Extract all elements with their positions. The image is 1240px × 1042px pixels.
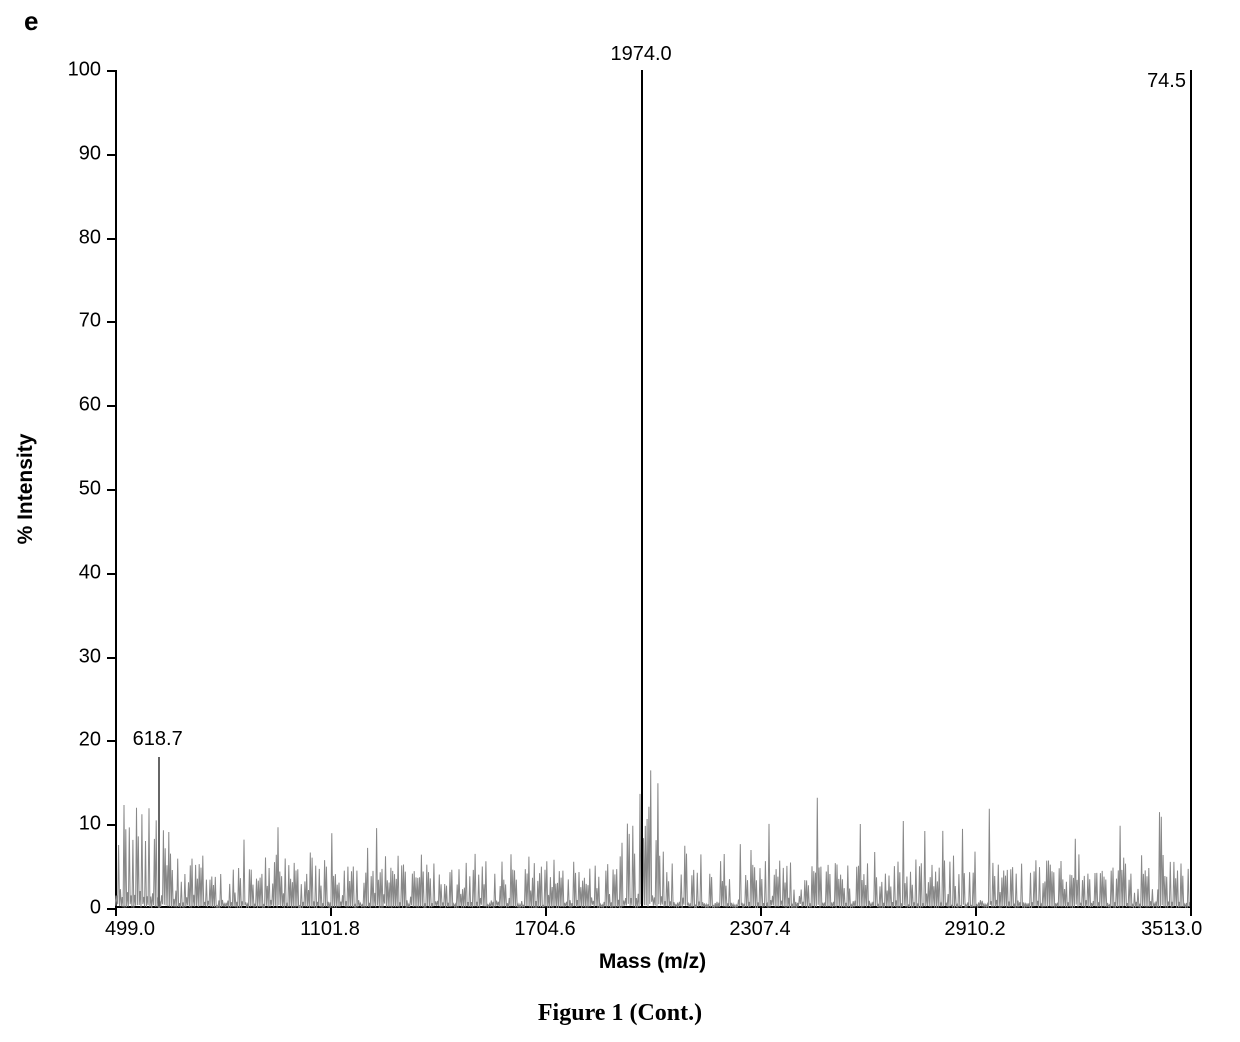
panel-letter: e	[24, 6, 38, 37]
y-tick-label: 10	[79, 813, 101, 836]
x-tick-label: 2307.4	[729, 918, 790, 941]
x-tick	[115, 908, 117, 916]
y-tick	[107, 238, 115, 240]
x-tick	[545, 908, 547, 916]
y-tick	[107, 824, 115, 826]
x-tick	[975, 908, 977, 916]
y-tick-label: 100	[68, 59, 101, 82]
y-tick-label: 0	[90, 897, 101, 920]
y-tick-label: 60	[79, 394, 101, 417]
x-tick-label: 499.0	[105, 918, 155, 941]
noise-baseline	[115, 732, 1190, 908]
x-tick-label: 2910.2	[944, 918, 1005, 941]
y-axis-title: % Intensity	[14, 434, 38, 545]
x-tick	[1190, 908, 1192, 916]
figure-page: e 618.71974.0 0102030405060708090100 499…	[0, 0, 1240, 1042]
x-tick-label: 1704.6	[514, 918, 575, 941]
peak-label: 1974.0	[610, 43, 671, 66]
spectrum-peak	[158, 757, 160, 908]
spectrum-peak	[1190, 70, 1192, 908]
y-tick	[107, 154, 115, 156]
plot-area: 618.71974.0 0102030405060708090100 499.0…	[115, 70, 1190, 908]
x-tick-label: 3513.0	[1141, 918, 1202, 941]
peak-label: 618.7	[133, 728, 183, 751]
x-tick	[330, 908, 332, 916]
y-tick-label: 40	[79, 561, 101, 584]
x-tick	[760, 908, 762, 916]
noise-polyline	[115, 770, 1190, 908]
y-tick	[107, 489, 115, 491]
top-right-value: 74.5	[1147, 70, 1186, 93]
x-tick-label: 1101.8	[300, 918, 360, 941]
mass-spectrum-chart: 618.71974.0 0102030405060708090100 499.0…	[115, 70, 1190, 988]
y-tick	[107, 908, 115, 910]
y-tick-label: 90	[79, 142, 101, 165]
spectrum-peak	[641, 70, 643, 908]
y-tick	[107, 740, 115, 742]
y-tick	[107, 573, 115, 575]
y-tick	[107, 657, 115, 659]
y-tick	[107, 321, 115, 323]
y-tick	[107, 405, 115, 407]
y-tick-label: 20	[79, 729, 101, 752]
y-tick-label: 70	[79, 310, 101, 333]
y-tick	[107, 70, 115, 72]
x-axis-title: Mass (m/z)	[599, 950, 706, 974]
y-tick-label: 50	[79, 478, 101, 501]
figure-caption: Figure 1 (Cont.)	[538, 1000, 702, 1027]
y-tick-label: 80	[79, 226, 101, 249]
y-tick-label: 30	[79, 645, 101, 668]
